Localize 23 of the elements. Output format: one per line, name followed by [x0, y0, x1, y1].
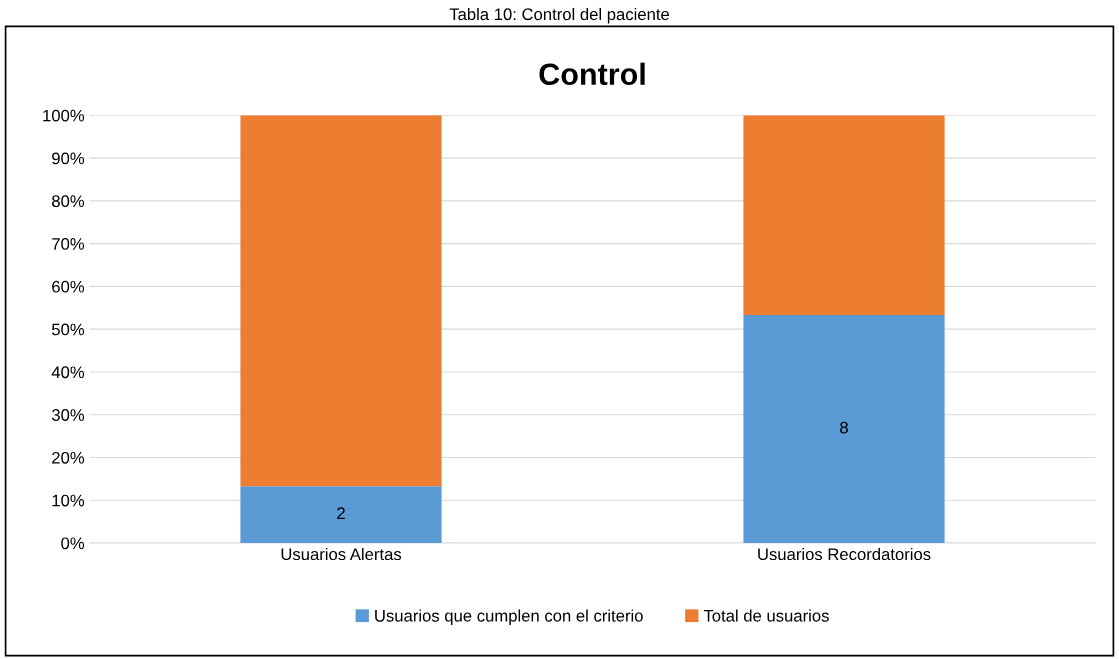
legend-label: Usuarios que cumplen con el criterio — [375, 609, 643, 625]
y-tick-label: 10% — [52, 494, 85, 507]
y-tick-label: 80% — [52, 195, 85, 208]
annotation: 2 — [337, 507, 345, 519]
bar — [240, 115, 442, 487]
y-tick-label: 60% — [52, 280, 85, 293]
annotation: 8 — [840, 421, 848, 434]
y-tick-label: 90% — [52, 152, 85, 165]
legend-label: Total de usuarios — [703, 609, 829, 622]
y-tick-label: 20% — [52, 451, 85, 464]
text: Tabla 10: Control del paciente — [449, 7, 670, 24]
y-tick-label: 50% — [51, 323, 85, 336]
y-tick-label: 100% — [43, 109, 85, 122]
y-tick-label: 0% — [61, 537, 85, 550]
bar — [240, 486, 442, 544]
bar — [743, 115, 945, 316]
x-tick-label: Usuarios Recordatorios — [758, 547, 931, 561]
y-tick-label: 30% — [51, 409, 85, 421]
chart-title: Control — [539, 62, 645, 86]
bar — [743, 315, 945, 544]
x-tick-label: Usuarios Alertas — [281, 547, 402, 561]
y-tick-label: 70% — [52, 238, 85, 250]
y-tick-label: 40% — [51, 366, 85, 379]
